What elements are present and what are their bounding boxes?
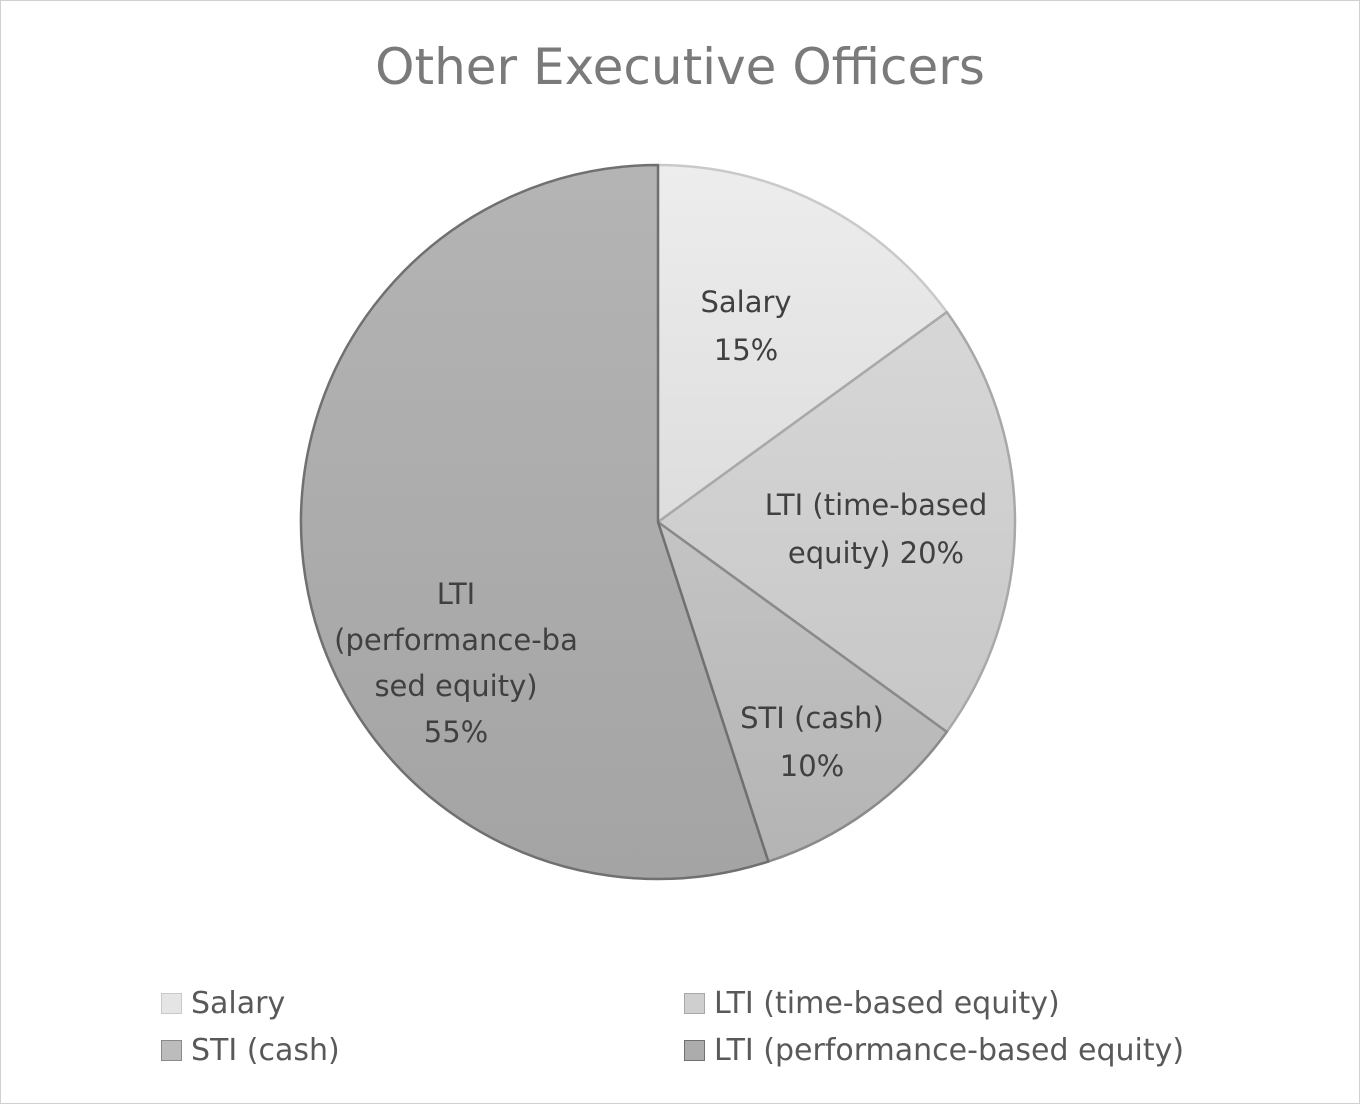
data-label-4: LTI (performance-ba sed equity) 55%	[334, 577, 578, 749]
legend-swatch	[684, 993, 705, 1014]
pie-slice-2	[656, 310, 1017, 734]
legend-label: LTI (performance-based equity)	[714, 1033, 1185, 1068]
legend-label: LTI (time-based equity)	[714, 986, 1060, 1021]
data-label-1: Salary 15%	[700, 285, 791, 367]
data-label-2: LTI (time-based equity) 20%	[765, 488, 987, 570]
pie-slices	[299, 163, 1017, 881]
legend-label: STI (cash)	[191, 1033, 340, 1068]
legend-item: LTI (time-based equity)	[684, 986, 1060, 1021]
legend-swatch	[161, 993, 182, 1014]
pie-slice-4	[299, 163, 770, 881]
chart-title: Other Executive Officers	[375, 38, 985, 96]
legend-swatch	[684, 1040, 705, 1061]
legend-item: LTI (performance-based equity)	[684, 1033, 1184, 1068]
legend-label: Salary	[191, 986, 286, 1021]
pie-slice-1	[656, 163, 949, 524]
data-label-3: STI (cash) 10%	[740, 701, 884, 783]
legend-swatch	[161, 1040, 182, 1061]
legend-item: Salary	[161, 986, 285, 1021]
legend-item: STI (cash)	[161, 1033, 340, 1068]
pie-slice-3	[656, 520, 949, 863]
pie-data-labels: Salary 15% LTI (time-based equity) 20% STI (…	[334, 285, 987, 783]
